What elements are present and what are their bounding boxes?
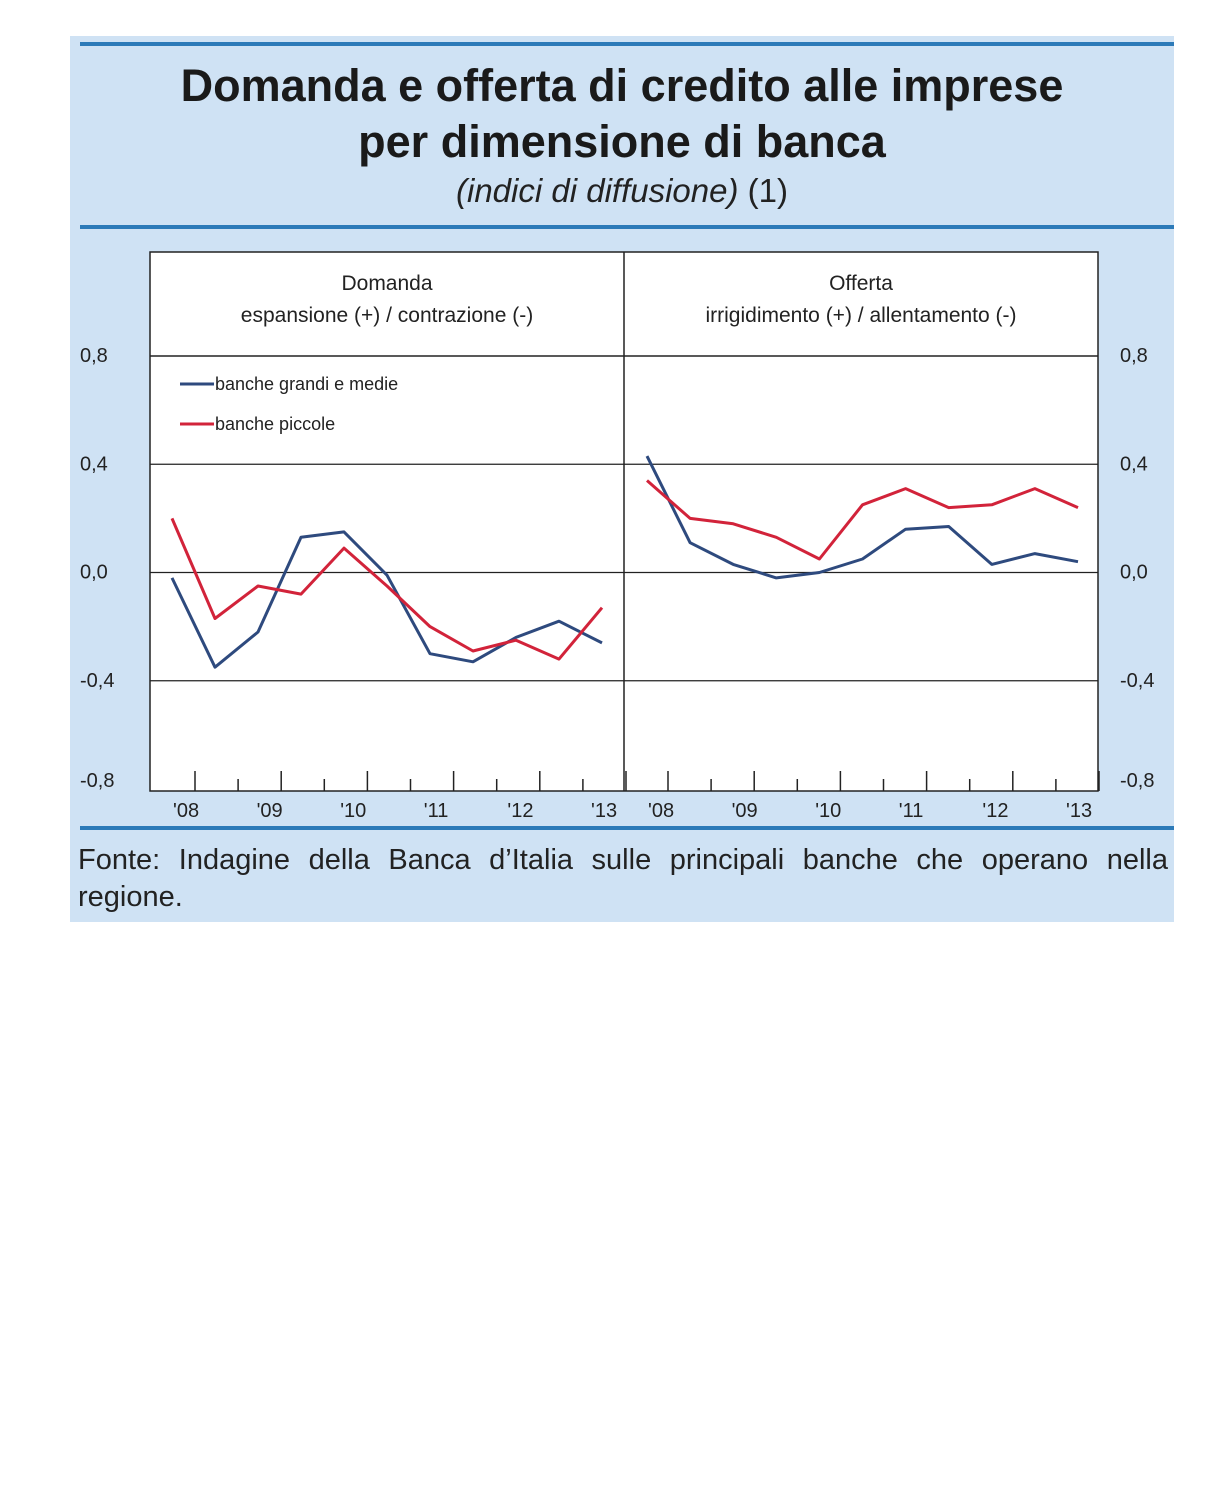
title-line-2: per dimensione di banca — [358, 116, 886, 167]
footer-rule — [80, 826, 1174, 830]
chart-panels: 0,8 0,8 0,4 0,4 0,0 0,0 -0,4 -0,4 -0,8 -0,8 Domand… — [80, 251, 1154, 822]
x-tick-label: '09 — [732, 800, 758, 822]
x-tick-label: '08 — [648, 800, 674, 822]
series-line-banche-grandi-e-medie — [170, 530, 603, 669]
chart-figure: Domanda e offerta di credito alle impres… — [70, 36, 1174, 922]
y-tick-label-left: 0,0 — [80, 562, 108, 584]
subtitle-note: (1) — [747, 172, 788, 209]
y-tick-label-right: -0,8 — [1120, 770, 1154, 792]
panel-subtitle: irrigidimento (+) / allentamento (-) — [705, 304, 1016, 327]
chart-subtitle: (indici di diffusione) (1) — [70, 172, 1174, 210]
y-tick-label-right: 0,4 — [1120, 453, 1148, 475]
x-tick-label: '12 — [507, 800, 533, 822]
series-line-banche-grandi-e-medie — [645, 455, 1079, 580]
series-line-banche-piccole — [170, 517, 604, 661]
chart-title: Domanda e offerta di credito alle impres… — [70, 58, 1174, 170]
x-tick-label: '12 — [982, 800, 1008, 822]
top-rule — [80, 42, 1174, 46]
x-tick-label: '10 — [815, 800, 841, 822]
panel-title: Offerta — [829, 272, 893, 295]
panel-title: Domanda — [341, 272, 432, 295]
panel-subtitle: espansione (+) / contrazione (-) — [241, 304, 533, 327]
x-tick-label: '08 — [173, 800, 199, 822]
legend-label: banche grandi e medie — [215, 374, 398, 394]
x-tick-label: '11 — [424, 800, 449, 822]
y-tick-label-right: 0,8 — [1120, 345, 1148, 367]
x-tick-label: '13 — [1066, 800, 1092, 822]
title-line-1: Domanda e offerta di credito alle impres… — [180, 60, 1064, 111]
y-tick-label-right: -0,4 — [1120, 670, 1154, 692]
y-tick-label-left: -0,8 — [80, 770, 114, 792]
y-tick-label-right: 0,0 — [1120, 562, 1148, 584]
series-line-banche-piccole — [646, 479, 1079, 561]
x-tick-label: '09 — [257, 800, 283, 822]
x-tick-label: '13 — [591, 800, 617, 822]
y-tick-label-left: 0,8 — [80, 345, 108, 367]
x-tick-label: '11 — [899, 800, 924, 822]
header-rule — [80, 225, 1174, 229]
legend-label: banche piccole — [215, 414, 335, 434]
y-tick-label-left: -0,4 — [80, 670, 114, 692]
x-tick-label: '10 — [340, 800, 366, 822]
subtitle-italic: (indici di diffusione) — [456, 172, 739, 209]
source-note: Fonte: Indagine della Banca d’Italia sul… — [78, 844, 1168, 913]
y-tick-label-left: 0,4 — [80, 453, 108, 475]
